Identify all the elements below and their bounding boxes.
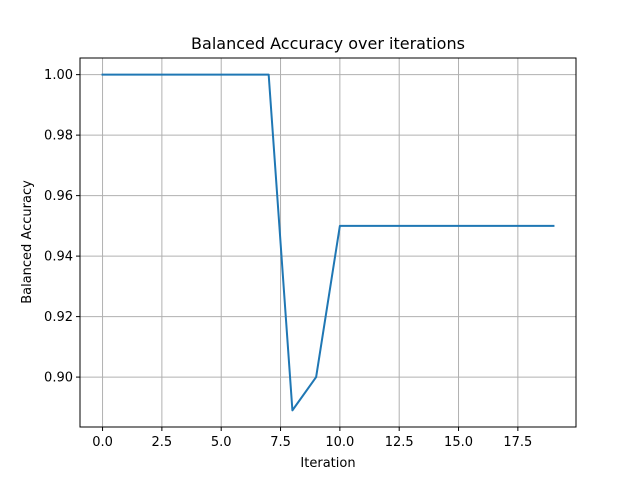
y-tick-label: 0.94 [44, 250, 73, 265]
x-tick-label: 2.5 [152, 435, 173, 450]
chart-title: Balanced Accuracy over iterations [191, 34, 465, 53]
y-tick-label: 0.90 [44, 371, 73, 386]
y-tick-label: 0.92 [44, 310, 73, 325]
plot-frame [79, 57, 577, 428]
y-tick-label: 0.96 [44, 189, 73, 204]
x-tick-label: 15.0 [444, 435, 473, 450]
y-axis-label: Balanced Accuracy [20, 180, 35, 304]
ticks: 0.0 2.5 5.0 7.5 10.0 12.5 15.0 17.5 0.90 0.92 0.94… [44, 68, 532, 450]
x-tick-label: 7.5 [270, 435, 291, 450]
y-tick-label: 0.98 [44, 129, 73, 144]
grid [80, 58, 576, 427]
x-tick-label: 12.5 [385, 435, 414, 450]
y-tick-label: 1.00 [44, 68, 73, 83]
x-tick-label: 0.0 [92, 435, 113, 450]
x-tick-label: 5.0 [211, 435, 232, 450]
x-tick-label: 10.0 [325, 435, 354, 450]
series-layer [101, 73, 555, 412]
x-tick-label: 17.5 [503, 435, 532, 450]
x-axis-label: Iteration [300, 456, 355, 471]
series-line [101, 73, 555, 412]
